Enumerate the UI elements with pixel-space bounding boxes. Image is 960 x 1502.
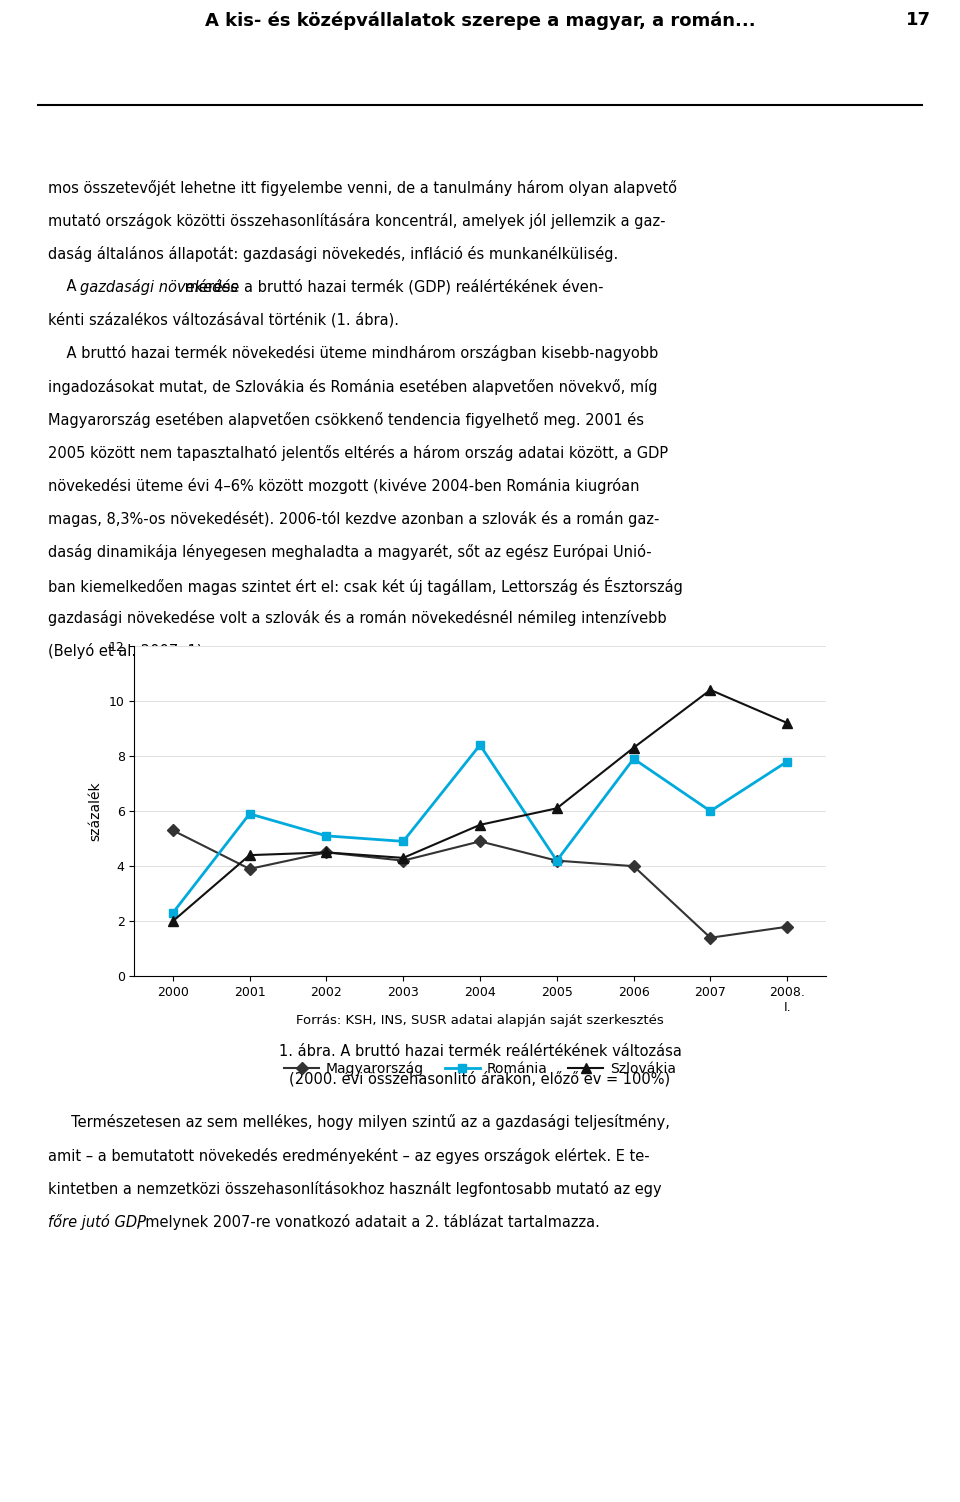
Románia (705, 802, 716, 820)
Románia (474, 736, 486, 754)
Románia (628, 749, 639, 768)
Y-axis label: százalék: százalék (88, 781, 102, 841)
Text: főre jutó GDP: főre jutó GDP (48, 1214, 146, 1230)
Text: mérése a bruttó hazai termék (GDP) reálértékének éven-: mérése a bruttó hazai termék (GDP) reálé… (180, 279, 604, 294)
Text: kénti százalékos változásával történik (1. ábra).: kénti százalékos változásával történik (… (48, 312, 399, 327)
Text: 2005 között nem tapasztalható jelentős eltérés a három ország adatai között, a G: 2005 között nem tapasztalható jelentős e… (48, 445, 668, 461)
Szlovákia (705, 680, 716, 698)
Text: Természetesen az sem mellékes, hogy milyen szintű az a gazdasági teljesítmény,: Természetesen az sem mellékes, hogy mily… (48, 1114, 670, 1131)
Szlovákia (321, 844, 332, 862)
Text: , melynek 2007-re vonatkozó adatait a 2. táblázat tartalmazza.: , melynek 2007-re vonatkozó adatait a 2.… (136, 1214, 600, 1230)
Text: 1. ábra. A bruttó hazai termék reálértékének változása: 1. ábra. A bruttó hazai termék reálérték… (278, 1044, 682, 1059)
Line: Magyarország: Magyarország (169, 826, 791, 942)
Magyarország (705, 928, 716, 946)
Magyarország (321, 844, 332, 862)
Line: Románia: Románia (169, 740, 791, 918)
Text: magas, 8,3%-os növekedését). 2006-tól kezdve azonban a szlovák és a román gaz-: magas, 8,3%-os növekedését). 2006-tól ke… (48, 511, 660, 527)
Text: Forrás: KSH, INS, SUSR adatai alapján saját szerkesztés: Forrás: KSH, INS, SUSR adatai alapján sa… (296, 1014, 664, 1027)
Szlovákia (628, 739, 639, 757)
Románia (781, 753, 793, 771)
Szlovákia (167, 912, 179, 930)
Szlovákia (397, 849, 409, 867)
Text: mos összetevőjét lehetne itt figyelembe venni, de a tanulmány három olyan alapve: mos összetevőjét lehetne itt figyelembe … (48, 180, 677, 197)
Szlovákia (244, 846, 255, 864)
Line: Szlovákia: Szlovákia (168, 685, 792, 927)
Szlovákia (474, 816, 486, 834)
Magyarország (244, 859, 255, 877)
Románia (244, 805, 255, 823)
Text: kintetben a nemzetközi összehasonlításokhoz használt legfontosabb mutató az egy: kintetben a nemzetközi összehasonlítások… (48, 1181, 661, 1197)
Text: növekedési üteme évi 4–6% között mozgott (kivéve 2004-ben Románia kiugróan: növekedési üteme évi 4–6% között mozgott… (48, 478, 639, 494)
Text: 17: 17 (906, 11, 931, 29)
Text: (2000. évi összehasonlító árakon, előző év = 100%): (2000. évi összehasonlító árakon, előző … (289, 1071, 671, 1086)
Magyarország (551, 852, 563, 870)
Text: gazdasági növekedés: gazdasági növekedés (80, 279, 238, 296)
Szlovákia (781, 713, 793, 731)
Magyarország (167, 822, 179, 840)
Románia (321, 826, 332, 844)
Text: A: A (48, 279, 82, 294)
Text: gazdasági növekedése volt a szlovák és a román növekedésnél némileg intenzívebb: gazdasági növekedése volt a szlovák és a… (48, 610, 666, 626)
Text: daság általános állapotát: gazdasági növekedés, infláció és munkanélküliség.: daság általános állapotát: gazdasági növ… (48, 246, 618, 263)
Text: ingadozásokat mutat, de Szlovákia és Románia esetében alapvetően növekvő, míg: ingadozásokat mutat, de Szlovákia és Rom… (48, 379, 658, 395)
Magyarország (474, 832, 486, 850)
Text: mutató országok közötti összehasonlítására koncentrál, amelyek jól jellemzik a g: mutató országok közötti összehasonlításá… (48, 213, 665, 230)
Legend: Magyarország, Románia, Szlovákia: Magyarország, Románia, Szlovákia (278, 1056, 682, 1081)
Magyarország (628, 858, 639, 876)
Text: amit – a bemutatott növekedés eredményeként – az egyes országok elértek. E te-: amit – a bemutatott növekedés eredmények… (48, 1148, 650, 1164)
Magyarország (781, 918, 793, 936)
Text: A kis- és középvállalatok szerepe a magyar, a román...: A kis- és középvállalatok szerepe a magy… (204, 11, 756, 30)
Text: ban kiemelkedően magas szintet ért el: csak két új tagállam, Lettország és Észto: ban kiemelkedően magas szintet ért el: c… (48, 577, 683, 595)
Magyarország (397, 852, 409, 870)
Szlovákia (551, 799, 563, 817)
Text: A bruttó hazai termék növekedési üteme mindhárom országban kisebb-nagyobb: A bruttó hazai termék növekedési üteme m… (48, 345, 659, 362)
Románia (551, 852, 563, 870)
Text: daság dinamikája lényegesen meghaladta a magyarét, sőt az egész Európai Unió-: daság dinamikája lényegesen meghaladta a… (48, 544, 652, 560)
Text: Magyarország esetében alapvetően csökkenő tendencia figyelhető meg. 2001 és: Magyarország esetében alapvetően csökken… (48, 412, 644, 428)
Románia (397, 832, 409, 850)
Románia (167, 904, 179, 922)
Text: (Belyó et al. 2007. 1).: (Belyó et al. 2007. 1). (48, 643, 207, 659)
